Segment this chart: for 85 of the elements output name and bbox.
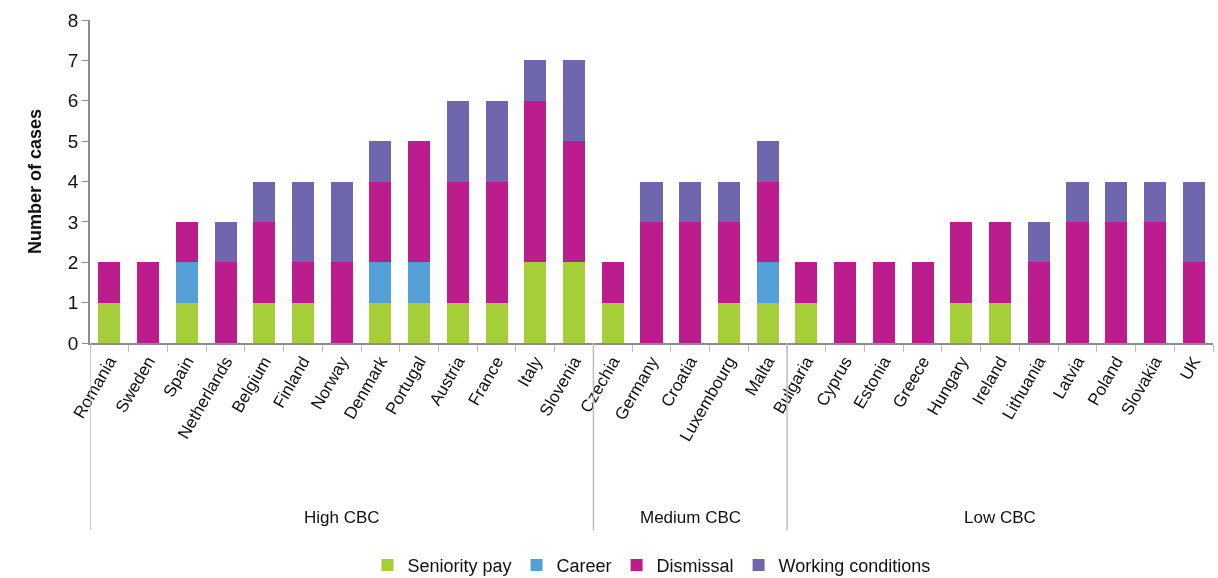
bar xyxy=(175,302,198,343)
bar xyxy=(679,221,702,343)
bar xyxy=(408,262,431,303)
bar xyxy=(214,262,237,343)
bar xyxy=(1143,181,1166,222)
bar xyxy=(137,262,160,343)
bar xyxy=(1105,221,1128,343)
bar xyxy=(795,302,818,343)
bar xyxy=(872,262,895,343)
bar xyxy=(369,302,392,343)
bar xyxy=(1182,262,1205,343)
bar xyxy=(330,181,353,263)
bar xyxy=(214,221,237,263)
bar xyxy=(446,181,469,303)
bar xyxy=(563,262,586,343)
bar xyxy=(330,262,353,343)
bar xyxy=(253,302,276,343)
bar xyxy=(1105,181,1128,222)
y-tick-label: 0 xyxy=(67,332,79,354)
bar xyxy=(601,302,624,343)
bar xyxy=(1027,262,1050,343)
bar xyxy=(524,60,547,101)
y-tick-label: 3 xyxy=(67,211,79,233)
legend-label: Seniority pay xyxy=(407,556,512,576)
bar xyxy=(485,181,508,303)
bar xyxy=(98,262,121,303)
legend-label: Dismissal xyxy=(656,556,734,576)
bar xyxy=(717,221,740,303)
bar xyxy=(601,262,624,303)
text: High CBC xyxy=(304,508,380,527)
bar xyxy=(291,181,315,263)
bar xyxy=(369,141,392,182)
y-tick-label: 2 xyxy=(67,251,79,273)
bar xyxy=(291,262,315,303)
bar xyxy=(640,181,663,222)
y-tick-label: 6 xyxy=(67,90,79,112)
bar xyxy=(175,262,198,303)
y-tick-label: 4 xyxy=(67,171,79,193)
bar xyxy=(756,181,779,263)
bar xyxy=(563,60,586,142)
bar xyxy=(291,302,315,343)
bar xyxy=(1066,221,1089,343)
bar xyxy=(1143,221,1166,343)
text: Low CBC xyxy=(964,508,1036,527)
bar xyxy=(524,262,547,343)
bar xyxy=(950,221,973,303)
bar xyxy=(524,100,547,263)
x-tick-label: UK xyxy=(1176,352,1205,384)
bar xyxy=(756,262,779,303)
bar xyxy=(408,141,431,263)
bar xyxy=(1066,181,1089,222)
y-tick-label: 8 xyxy=(67,9,79,31)
legend-label: Career xyxy=(556,556,612,576)
bar xyxy=(253,221,276,303)
y-tick-label: 5 xyxy=(67,130,79,152)
legend-label: Working conditions xyxy=(778,556,931,576)
bar xyxy=(911,262,934,343)
bar xyxy=(756,141,779,182)
bar xyxy=(485,100,508,182)
text: Medium CBC xyxy=(640,508,742,527)
bar xyxy=(446,100,469,182)
bar xyxy=(640,221,663,343)
bar xyxy=(369,262,392,303)
bar xyxy=(98,302,121,343)
bar xyxy=(988,221,1012,303)
bar xyxy=(408,302,431,343)
bar xyxy=(485,302,508,343)
bar xyxy=(834,262,857,343)
bar xyxy=(369,181,392,263)
y-tick-label: 1 xyxy=(67,292,79,314)
bar xyxy=(253,181,276,222)
bar xyxy=(756,302,779,343)
bar xyxy=(679,181,702,222)
bar xyxy=(950,302,973,343)
bar xyxy=(446,302,469,343)
y-tick-label: 7 xyxy=(67,50,79,72)
bar xyxy=(795,262,818,303)
bar xyxy=(717,181,740,222)
bar xyxy=(717,302,740,343)
y-axis-title: Number of cases xyxy=(24,108,45,255)
bar xyxy=(1027,221,1050,263)
bar xyxy=(175,221,198,263)
bar xyxy=(988,302,1012,343)
bar xyxy=(563,141,586,263)
bar xyxy=(1182,181,1205,263)
